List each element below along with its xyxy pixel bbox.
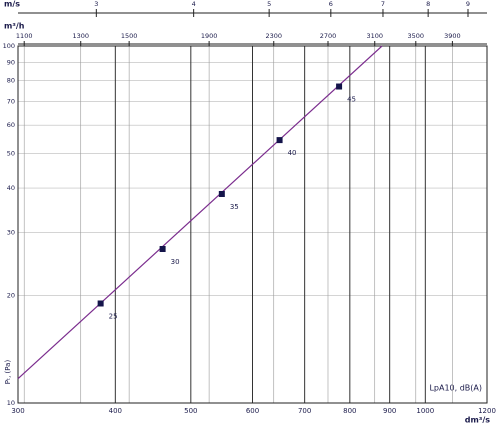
data-point bbox=[336, 83, 343, 90]
y-tick-label: 10 bbox=[7, 399, 15, 407]
top-tick-label: 4 bbox=[192, 0, 196, 8]
top-tick-label: 9 bbox=[466, 0, 470, 8]
top-tick-label: 2300 bbox=[265, 32, 282, 40]
x-axis-label: dm³/s bbox=[465, 416, 490, 425]
top-tick-label: 3500 bbox=[408, 32, 425, 40]
y-tick-label: 20 bbox=[7, 292, 15, 300]
y-tick-label: 40 bbox=[7, 184, 15, 192]
y-tick-label: 60 bbox=[7, 121, 15, 129]
x-tick-label: 500 bbox=[184, 407, 197, 415]
y-tick-label: 80 bbox=[7, 77, 15, 85]
fit-line bbox=[17, 45, 383, 380]
y-tick-label: 90 bbox=[7, 58, 15, 66]
sound-level-label: 25 bbox=[109, 312, 118, 320]
top-axis-label: m/s bbox=[4, 0, 20, 9]
x-tick-label: 1000 bbox=[416, 407, 434, 415]
data-point bbox=[276, 137, 283, 144]
top-tick-label: 7 bbox=[381, 0, 385, 8]
x-tick-label: 300 bbox=[11, 407, 24, 415]
data-point bbox=[97, 300, 104, 307]
y-tick-label: 100 bbox=[3, 42, 15, 50]
top-tick-label: 8 bbox=[426, 0, 430, 8]
top-tick-label: 1300 bbox=[72, 32, 89, 40]
x-tick-label: 600 bbox=[246, 407, 259, 415]
x-tick-label: 900 bbox=[383, 407, 396, 415]
x-tick-label: 800 bbox=[343, 407, 356, 415]
top-tick-label: 3900 bbox=[444, 32, 461, 40]
sound-level-label: 35 bbox=[230, 203, 239, 211]
sound-level-label: 40 bbox=[288, 149, 297, 157]
top-axis-label: m³/h bbox=[4, 22, 25, 31]
plot-frame bbox=[17, 45, 488, 404]
sound-level-label: 30 bbox=[171, 258, 180, 266]
data-point bbox=[218, 190, 225, 197]
top-tick-label: 6 bbox=[329, 0, 333, 8]
x-tick-label: 400 bbox=[109, 407, 122, 415]
top-tick-label: 1500 bbox=[121, 32, 138, 40]
annotation: LpA10, dB(A) bbox=[429, 384, 482, 393]
top-tick-label: 1900 bbox=[201, 32, 218, 40]
x-tick-label: 700 bbox=[298, 407, 311, 415]
y-axis-label: Pₜ, (Pa) bbox=[4, 360, 12, 385]
y-tick-label: 30 bbox=[7, 229, 15, 237]
top-tick-label: 2700 bbox=[320, 32, 337, 40]
top-tick-label: 3 bbox=[94, 0, 98, 8]
data-point bbox=[159, 246, 166, 253]
top-tick-label: 5 bbox=[267, 0, 271, 8]
top-tick-label: 3100 bbox=[366, 32, 383, 40]
sound-level-label: 45 bbox=[347, 96, 356, 104]
x-tick-label: 1200 bbox=[478, 407, 496, 415]
top-tick-label: 1100 bbox=[16, 32, 33, 40]
y-tick-label: 70 bbox=[7, 97, 15, 105]
y-tick-label: 50 bbox=[7, 149, 15, 157]
